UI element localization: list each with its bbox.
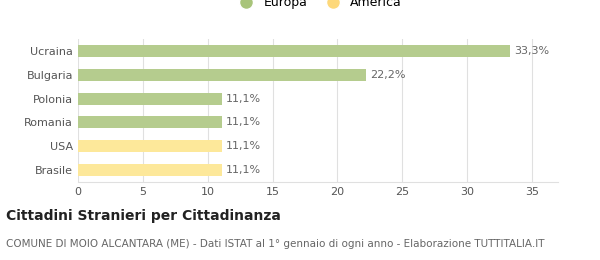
Bar (78, 116, 222, 128)
Bar (78, 164, 222, 176)
Bar (78, 46, 510, 57)
Text: 11,1%: 11,1% (226, 94, 261, 104)
Text: 33,3%: 33,3% (514, 46, 549, 56)
Text: 11,1%: 11,1% (226, 117, 261, 127)
Text: 11,1%: 11,1% (226, 141, 261, 151)
Text: Cittadini Stranieri per Cittadinanza: Cittadini Stranieri per Cittadinanza (6, 209, 281, 223)
Text: COMUNE DI MOIO ALCANTARA (ME) - Dati ISTAT al 1° gennaio di ogni anno - Elaboraz: COMUNE DI MOIO ALCANTARA (ME) - Dati IST… (6, 239, 545, 249)
Bar (78, 93, 222, 105)
Bar (78, 69, 366, 81)
Text: 11,1%: 11,1% (226, 165, 261, 175)
Legend: Europa, America: Europa, America (229, 0, 407, 14)
Bar (78, 140, 222, 152)
Text: 22,2%: 22,2% (370, 70, 406, 80)
